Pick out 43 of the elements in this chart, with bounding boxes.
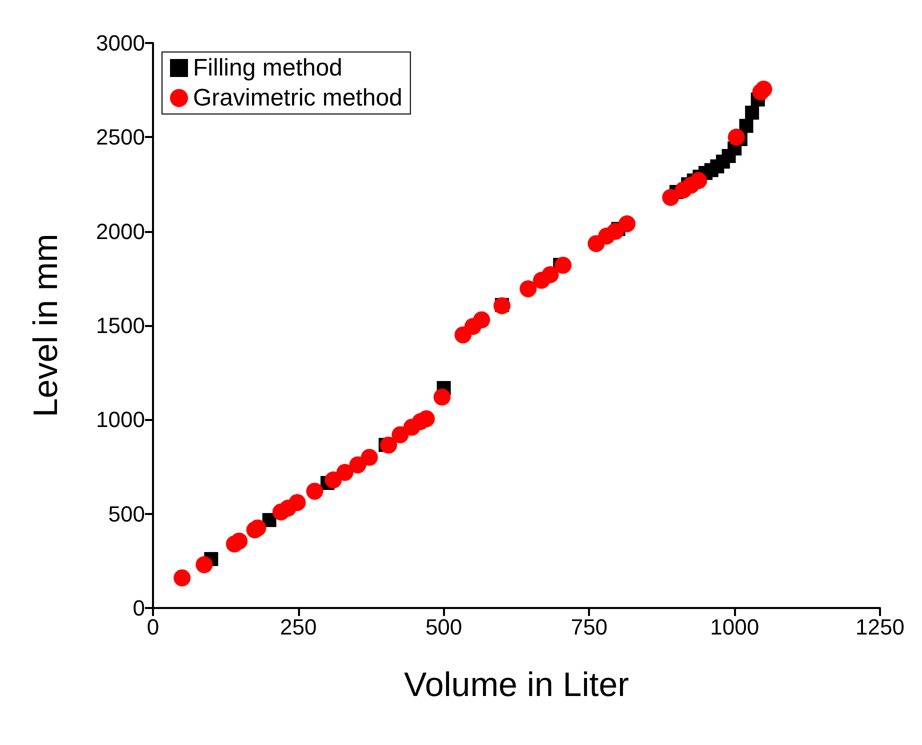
point <box>174 569 191 586</box>
point <box>434 388 451 406</box>
point <box>349 456 366 474</box>
point <box>288 494 306 512</box>
point <box>336 464 354 481</box>
y-tick-label: 2000 <box>96 218 145 244</box>
point <box>554 256 572 274</box>
x-tick-label: 250 <box>280 614 317 640</box>
y-tick-label: 1500 <box>96 313 145 338</box>
y-tick-label: 3000 <box>96 30 145 56</box>
point <box>380 436 398 454</box>
y-tick-label: 2500 <box>96 124 145 150</box>
x-axis-title: Volume in Liter <box>404 666 629 704</box>
point <box>360 448 378 466</box>
point <box>473 311 490 328</box>
point <box>755 80 772 98</box>
point <box>324 471 342 488</box>
x-tick-label: 500 <box>425 614 462 640</box>
x-tick-label: 1000 <box>710 614 760 640</box>
y-tick-label: 1000 <box>96 407 145 432</box>
y-axis-title: Level in mm <box>27 234 65 418</box>
point <box>728 128 745 146</box>
legend-label: Filling method <box>193 54 342 82</box>
point <box>745 106 760 120</box>
legend-label: Gravimetric method <box>193 84 402 112</box>
point <box>662 188 680 206</box>
point <box>739 118 754 133</box>
point <box>196 556 213 574</box>
point <box>249 519 266 536</box>
point <box>520 280 537 298</box>
point <box>306 482 324 500</box>
point <box>418 410 435 428</box>
point <box>618 215 636 232</box>
y-tick-label: 0 <box>132 596 145 620</box>
point <box>606 222 624 240</box>
point <box>493 297 510 314</box>
point <box>690 172 708 189</box>
x-tick-label: 750 <box>570 614 608 640</box>
point <box>392 426 409 444</box>
x-tick-label: 1250 <box>856 614 904 640</box>
point <box>230 532 248 550</box>
y-tick-label: 500 <box>108 501 145 526</box>
point <box>542 266 559 284</box>
